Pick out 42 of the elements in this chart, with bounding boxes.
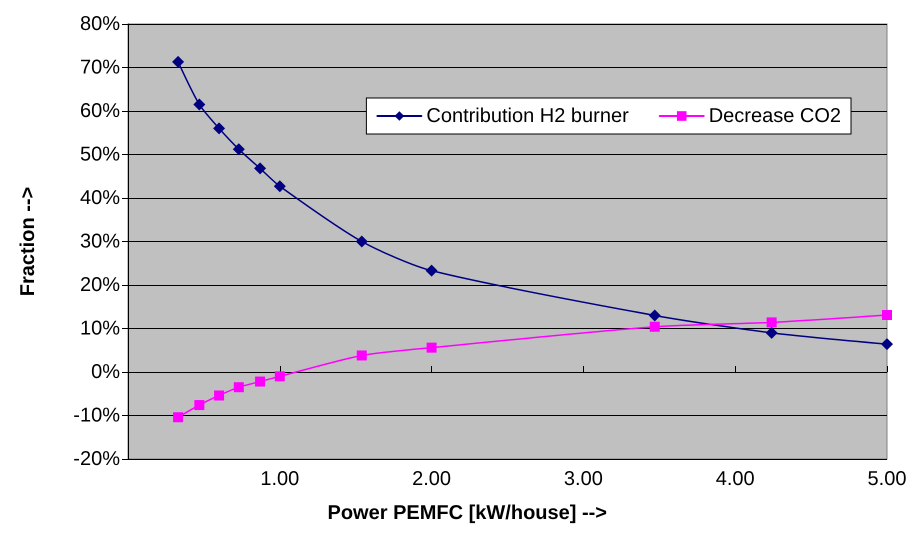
point xyxy=(766,326,778,339)
point xyxy=(194,400,204,410)
y-tick-label: 80% xyxy=(80,13,120,35)
point xyxy=(234,382,244,392)
point xyxy=(214,390,224,400)
point xyxy=(650,322,660,332)
x-tick-label: 3.00 xyxy=(564,468,603,490)
point xyxy=(426,264,438,277)
point xyxy=(255,376,266,387)
point xyxy=(881,338,893,350)
point xyxy=(274,180,286,192)
x-axis-title: Power PEMFC [kW/house] --> xyxy=(328,502,607,524)
point xyxy=(356,236,368,248)
x-tick-label: 4.00 xyxy=(716,468,755,490)
legend-label: Contribution H2 burner xyxy=(426,105,630,127)
y-tick-label: 30% xyxy=(80,230,120,252)
x-tick-label: 2.00 xyxy=(412,468,452,490)
y-tick-label: 20% xyxy=(80,274,120,296)
point xyxy=(232,143,245,156)
y-tick-label: 60% xyxy=(80,100,120,122)
y-axis-title: Fraction --> xyxy=(17,186,39,296)
point xyxy=(173,412,184,422)
point xyxy=(193,98,206,110)
point xyxy=(648,309,661,322)
point xyxy=(254,162,266,174)
x-tick-label: 1.00 xyxy=(260,468,300,490)
y-tick-label: 70% xyxy=(80,56,120,78)
y-tick-label: 0% xyxy=(91,361,120,383)
point xyxy=(882,310,892,320)
y-tick-label: -20% xyxy=(73,448,120,470)
y-tick-label: -10% xyxy=(73,404,120,426)
point xyxy=(766,317,777,328)
point xyxy=(213,122,226,134)
y-tick-label: 10% xyxy=(80,318,120,340)
point xyxy=(274,371,285,382)
legend-label: Decrease CO2 xyxy=(708,105,842,127)
y-tick-label: 40% xyxy=(80,187,120,209)
y-tick-label: 50% xyxy=(80,144,120,166)
point xyxy=(426,342,437,353)
x-tick-label: 5.00 xyxy=(868,468,906,490)
point xyxy=(172,56,184,68)
point xyxy=(356,350,367,360)
